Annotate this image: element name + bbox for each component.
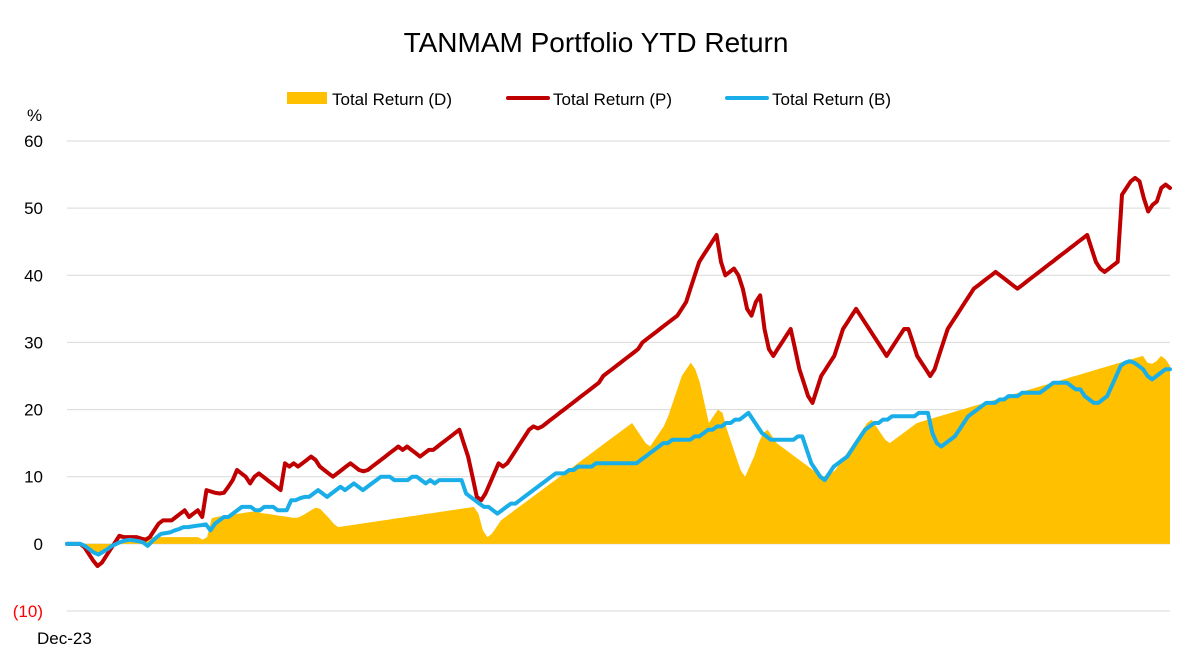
y-axis-ticks: 60 50 40 30 20 10 0 (10) [13, 132, 43, 621]
y-tick-label: 50 [24, 199, 43, 218]
legend-label: Total Return (P) [553, 90, 672, 109]
legend-label: Total Return (D) [332, 90, 452, 109]
legend-item-b: Total Return (B) [725, 90, 891, 109]
legend-swatch-area [287, 92, 327, 104]
series-line-p [65, 175, 1172, 568]
y-tick-label: 40 [24, 266, 43, 285]
legend-item-d: Total Return (D) [287, 90, 452, 109]
legend-item-p: Total Return (P) [506, 90, 672, 109]
y-tick-label: 30 [24, 333, 43, 352]
series-line-b [65, 359, 1172, 557]
chart-title: TANMAM Portfolio YTD Return [404, 27, 789, 58]
y-tick-label: 10 [24, 468, 43, 487]
y-tick-label: (10) [13, 602, 43, 621]
y-tick-label: 60 [24, 132, 43, 151]
series-group [65, 175, 1172, 568]
x-axis-start-label: Dec-23 [37, 629, 92, 648]
y-axis-unit-label: % [27, 106, 42, 125]
y-tick-label: 20 [24, 401, 43, 420]
legend-label: Total Return (B) [772, 90, 891, 109]
y-tick-label: 0 [34, 535, 43, 554]
series-area-d [67, 355, 1170, 555]
legend: Total Return (D) Total Return (P) Total Re… [287, 90, 891, 109]
